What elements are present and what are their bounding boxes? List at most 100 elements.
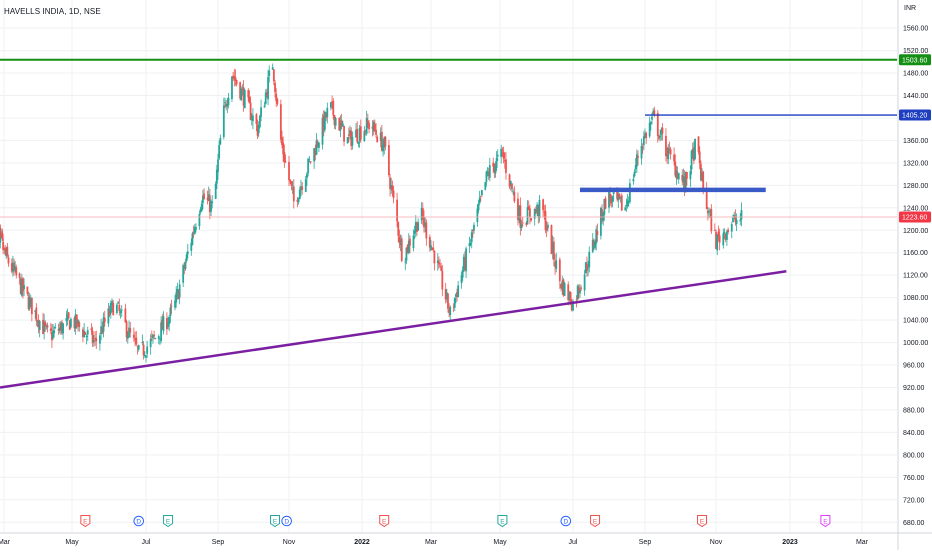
candle-body <box>382 145 384 152</box>
candle-body <box>199 208 202 212</box>
candle-body <box>272 69 275 82</box>
candle-body <box>648 122 651 137</box>
candle-body <box>363 131 366 142</box>
symbol-title[interactable]: HAVELLS INDIA, 1D, NSE <box>4 7 101 16</box>
event-marker-label: E <box>823 519 828 526</box>
candle-body <box>554 261 556 267</box>
candle-body <box>624 207 627 211</box>
candle-body <box>379 132 382 141</box>
candle-body <box>391 185 394 191</box>
candle-body <box>86 330 89 335</box>
y-tick-label: 800.00 <box>903 452 925 459</box>
candle-body <box>137 345 140 350</box>
candle-body <box>644 133 646 138</box>
candle-body <box>58 327 61 331</box>
candle-body <box>456 291 458 297</box>
candle-body <box>653 110 656 115</box>
candle-body <box>732 217 734 223</box>
candle-body <box>471 229 474 232</box>
candle-body <box>29 297 32 300</box>
candle-body <box>90 328 93 331</box>
candle-body <box>103 317 106 323</box>
candle-body <box>513 191 516 202</box>
x-tick-label: Sep <box>212 539 225 546</box>
candle-body <box>652 111 655 115</box>
candle-body <box>484 181 487 190</box>
candle-body <box>400 238 403 261</box>
candle-body <box>543 211 546 213</box>
event-marker-label: E <box>382 519 387 526</box>
candle-body <box>13 262 15 271</box>
candle-body <box>396 199 398 222</box>
candle-body <box>264 92 267 104</box>
candle-body <box>587 268 589 270</box>
candle-body <box>2 241 5 250</box>
candle-body <box>479 196 482 197</box>
candle-body <box>603 198 606 215</box>
candle-body <box>588 251 591 268</box>
candle-body <box>608 192 610 208</box>
event-marker-label: E <box>273 519 278 526</box>
candle-body <box>12 262 14 272</box>
earnings-marker <box>497 515 508 528</box>
x-tick-label: Jul <box>142 539 151 546</box>
candle-body <box>529 208 531 218</box>
candle-body <box>57 328 60 331</box>
candle-body <box>734 216 737 223</box>
candle-body <box>52 331 54 339</box>
candle-body <box>501 149 504 151</box>
candle-body <box>645 132 648 139</box>
x-tick-label: Jul <box>569 539 578 546</box>
candle-body <box>392 190 395 198</box>
candle-body <box>730 223 733 232</box>
candle-body <box>61 322 63 334</box>
time-axis[interactable]: Mar May Jul Sep Nov 2022 Mar May Jul Sep Nov 2023 Ma… <box>0 532 932 546</box>
candle-body <box>416 221 418 232</box>
candle-body <box>552 241 555 260</box>
candle-body <box>67 312 70 319</box>
candle-body <box>282 142 285 155</box>
candle-body <box>669 149 672 155</box>
candle-body <box>162 316 165 332</box>
candle-body <box>667 147 670 160</box>
candle-body <box>34 310 37 312</box>
candle-body <box>478 197 481 204</box>
candle-body <box>59 323 62 331</box>
candle-body <box>702 171 705 189</box>
candle-body <box>550 225 553 255</box>
candle-body <box>560 283 562 289</box>
candle-body <box>224 102 226 103</box>
candle-body <box>233 75 236 80</box>
candle-body <box>384 136 387 147</box>
candle-body <box>368 122 370 130</box>
x-tick-label: May <box>493 539 507 546</box>
candle-body <box>168 317 171 325</box>
candle-body <box>518 206 521 221</box>
candle-body <box>141 342 144 344</box>
candle-body <box>677 173 680 180</box>
candle-body <box>727 229 730 232</box>
candle-body <box>356 128 359 143</box>
candle-body <box>316 142 319 146</box>
candle-body <box>10 263 13 272</box>
candle-body <box>536 204 538 213</box>
candle-body <box>160 322 162 342</box>
price-label-text: 1503.60 <box>902 57 927 64</box>
candle-body <box>689 171 692 180</box>
candle-body <box>248 96 251 104</box>
candle-body <box>717 231 720 236</box>
candle-body <box>176 289 179 293</box>
candle-body <box>407 240 410 254</box>
candle-body <box>190 242 193 251</box>
candle-body <box>203 193 205 199</box>
candle-body <box>128 327 130 338</box>
candle-body <box>468 243 471 247</box>
candle-body <box>298 189 301 200</box>
candle-body <box>94 337 96 339</box>
y-tick-label: 680.00 <box>903 520 925 527</box>
candle-body <box>5 249 8 257</box>
price-axis[interactable]: 680.00 720.00 760.00 800.00 840.00 880.00 920.… <box>897 0 931 550</box>
